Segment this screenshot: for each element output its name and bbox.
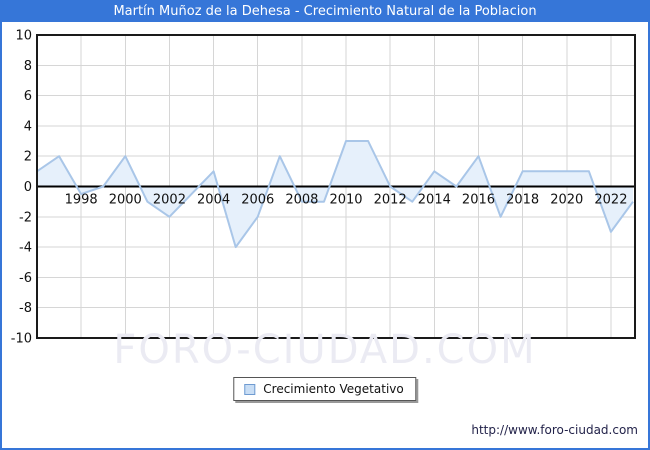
svg-text:2: 2	[24, 150, 32, 165]
svg-text:-8: -8	[19, 301, 32, 316]
legend-marker-icon	[244, 383, 256, 395]
svg-text:0: 0	[24, 180, 32, 195]
chart-canvas: 1998 2000 2002 2004 2006 2008 2010 2012 2014 2016…	[11, 29, 636, 347]
svg-text:8: 8	[24, 59, 32, 74]
svg-text:-2: -2	[19, 210, 32, 225]
svg-text:2018: 2018	[506, 193, 539, 208]
svg-text:2006: 2006	[241, 193, 274, 208]
svg-text:6: 6	[24, 89, 32, 104]
svg-text:10: 10	[15, 29, 32, 44]
svg-text:2004: 2004	[197, 193, 230, 208]
svg-text:2008: 2008	[285, 193, 318, 208]
page-title: Martín Muñoz de la Dehesa - Crecimiento …	[2, 2, 648, 22]
legend-label: Crecimiento Vegetativo	[263, 382, 404, 396]
svg-text:2010: 2010	[329, 193, 362, 208]
svg-text:2012: 2012	[374, 193, 407, 208]
footer-link[interactable]: http://www.foro-ciudad.com	[471, 423, 638, 437]
svg-text:2002: 2002	[153, 193, 186, 208]
svg-text:-6: -6	[19, 271, 32, 286]
svg-text:2020: 2020	[550, 193, 583, 208]
svg-text:-10: -10	[11, 332, 32, 347]
legend-box: Crecimiento Vegetativo	[233, 377, 417, 401]
svg-text:2022: 2022	[594, 193, 627, 208]
svg-text:1998: 1998	[65, 193, 98, 208]
svg-text:4: 4	[24, 119, 32, 134]
svg-text:2000: 2000	[109, 193, 142, 208]
svg-text:-4: -4	[19, 241, 32, 256]
svg-text:2014: 2014	[418, 193, 451, 208]
svg-text:2016: 2016	[462, 193, 495, 208]
